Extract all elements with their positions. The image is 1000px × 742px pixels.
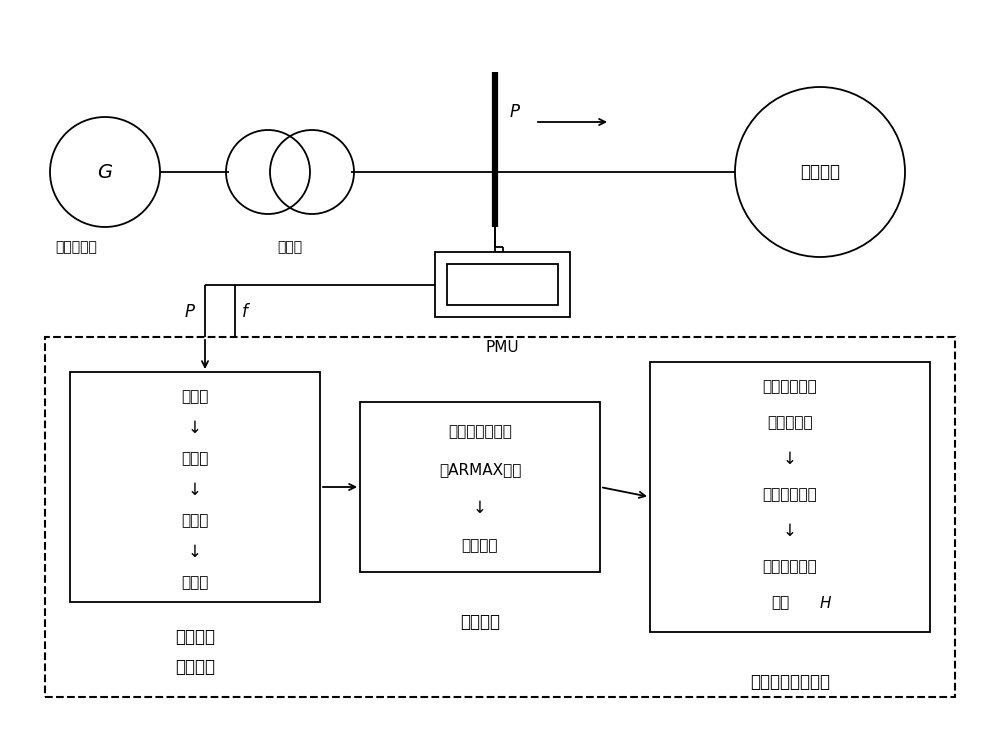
Text: ↓: ↓ [473,499,487,517]
Text: 位阶跃信号: 位阶跃信号 [767,416,813,430]
Text: 等值同步机: 等值同步机 [55,240,97,254]
Bar [360,402,600,572]
Text: 常数: 常数 [771,596,789,611]
Text: 交叉验证: 交叉验证 [462,539,498,554]
Text: 对模型施加单: 对模型施加单 [763,379,817,395]
Text: 与预处理: 与预处理 [175,658,215,676]
Text: f: f [242,303,248,321]
Text: H: H [819,596,831,611]
Text: 等值惯性常数提取: 等值惯性常数提取 [750,673,830,691]
Text: 预滤波: 预滤波 [181,513,209,528]
Text: ↓: ↓ [188,543,202,561]
Bar [447,264,558,305]
Text: ↓: ↓ [783,522,797,540]
Text: 标幺化: 标幺化 [181,390,209,404]
Bar [70,372,320,602]
Text: 变压器: 变压器 [277,240,303,254]
Text: 的ARMAX模型: 的ARMAX模型 [439,462,521,478]
Text: 再采样: 再采样 [181,576,209,591]
Text: 系统辨识: 系统辨识 [460,613,500,631]
Text: ↓: ↓ [188,481,202,499]
Text: G: G [97,162,113,182]
Text: 电力系统: 电力系统 [800,163,840,181]
Text: 提取等值惯性: 提取等值惯性 [763,559,817,574]
Text: P: P [510,103,520,121]
Text: 计算初始斜率: 计算初始斜率 [763,487,817,502]
Bar [435,252,570,317]
Text: ↓: ↓ [783,450,797,468]
Text: 辨识等值同步机: 辨识等值同步机 [448,424,512,439]
Text: PMU: PMU [486,340,519,355]
Bar [650,362,930,632]
Text: ↓: ↓ [188,419,202,437]
Bar [45,337,955,697]
Text: 信号选择: 信号选择 [175,628,215,646]
Text: 去均值: 去均值 [181,451,209,467]
Text: P: P [185,303,195,321]
